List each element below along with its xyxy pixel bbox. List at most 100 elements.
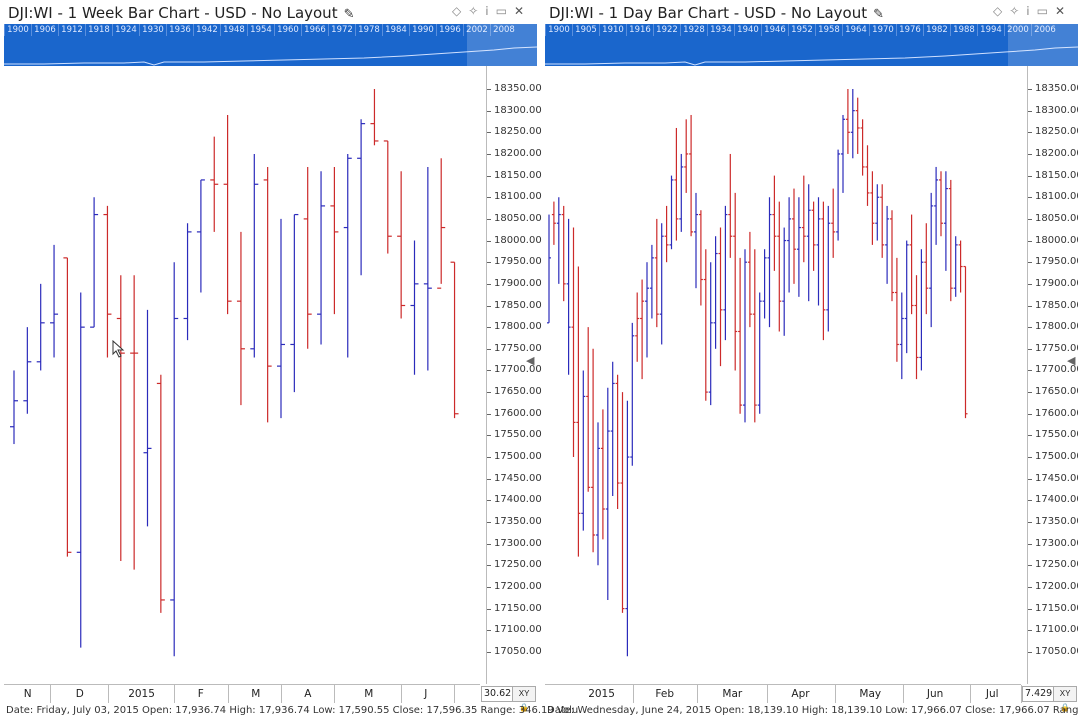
ohlc-bar[interactable] — [782, 227, 787, 336]
ohlc-bar[interactable] — [909, 214, 914, 315]
ohlc-bar[interactable] — [718, 227, 723, 367]
ohlc-bar[interactable] — [728, 153, 733, 258]
ohlc-bar[interactable] — [934, 166, 939, 245]
ohlc-bar[interactable] — [860, 119, 865, 176]
ohlc-bar[interactable] — [703, 249, 708, 401]
daily-ohlc-chart[interactable] — [545, 66, 1028, 684]
ohlc-bar[interactable] — [757, 292, 762, 414]
daily-price-axis[interactable]: 18350.00 18300.00 18250.00 18200.00 18150.00… — [1028, 66, 1078, 684]
ohlc-bar[interactable] — [581, 370, 586, 531]
ohlc-bar[interactable] — [317, 171, 326, 345]
ohlc-bar[interactable] — [924, 223, 929, 315]
ohlc-bar[interactable] — [767, 197, 772, 328]
ohlc-bar[interactable] — [850, 89, 855, 159]
weekly-history-overview[interactable]: 1900 1906 1912 1918 1924 1930 1936 1942 1948 1954… — [4, 24, 537, 66]
weekly-time-axis[interactable]: N D 2015 F M A M J — [4, 684, 480, 703]
ohlc-bar[interactable] — [423, 166, 432, 371]
ohlc-bar[interactable] — [236, 231, 245, 406]
ohlc-bar[interactable] — [747, 231, 752, 328]
daily-scale-value[interactable]: 7.429 — [1022, 686, 1056, 702]
ohlc-bar[interactable] — [547, 214, 551, 324]
ohlc-bar[interactable] — [649, 244, 654, 319]
ohlc-bar[interactable] — [792, 188, 796, 284]
ohlc-bar[interactable] — [865, 145, 870, 206]
ohlc-bar[interactable] — [576, 266, 581, 557]
edit-pencil-icon[interactable]: ✎ — [873, 7, 885, 22]
ohlc-bar[interactable] — [397, 171, 406, 319]
ohlc-bar[interactable] — [845, 89, 850, 154]
ohlc-bar[interactable] — [929, 192, 934, 328]
ohlc-bar[interactable] — [130, 275, 139, 570]
ohlc-bar[interactable] — [919, 249, 924, 371]
ohlc-bar[interactable] — [605, 387, 610, 600]
ohlc-bar[interactable] — [156, 374, 165, 613]
ohlc-bar[interactable] — [772, 175, 777, 271]
ohlc-bar[interactable] — [370, 89, 379, 146]
ohlc-bar[interactable] — [821, 201, 826, 341]
ohlc-bar[interactable] — [664, 205, 669, 263]
ohlc-bar[interactable] — [10, 370, 18, 445]
ohlc-bar[interactable] — [723, 205, 728, 341]
ohlc-bar[interactable] — [948, 179, 953, 302]
collapse-arrow-icon[interactable]: ◀ — [1067, 355, 1076, 367]
ohlc-bar[interactable] — [76, 292, 85, 648]
ohlc-bar[interactable] — [615, 374, 620, 510]
info-icon[interactable]: ⅰ — [1026, 4, 1037, 18]
weekly-price-axis[interactable]: 18350.00 18300.00 18250.00 18200.00 18150.00… — [487, 66, 542, 684]
ohlc-bar[interactable] — [571, 227, 576, 458]
ohlc-bar[interactable] — [958, 240, 963, 293]
ohlc-bar[interactable] — [183, 223, 192, 341]
ohlc-bar[interactable] — [50, 244, 59, 358]
ohlc-bar[interactable] — [708, 262, 713, 406]
ohlc-bar[interactable] — [450, 261, 459, 419]
ohlc-bar[interactable] — [806, 184, 811, 302]
ohlc-bar[interactable] — [635, 292, 640, 362]
ohlc-bar[interactable] — [943, 171, 948, 271]
close-icon[interactable]: ✕ — [1054, 4, 1072, 18]
ohlc-bar[interactable] — [796, 197, 801, 297]
close-icon[interactable]: ✕ — [513, 4, 531, 18]
ohlc-bar[interactable] — [620, 392, 625, 613]
ohlc-bar[interactable] — [855, 97, 860, 154]
xy-toggle-button[interactable]: XY 🔒 — [1053, 686, 1077, 712]
ohlc-bar[interactable] — [290, 213, 299, 393]
ohlc-bar[interactable] — [698, 210, 703, 306]
ohlc-bar[interactable] — [277, 218, 285, 419]
ohlc-bar[interactable] — [762, 249, 767, 319]
ohlc-bar[interactable] — [870, 171, 875, 245]
ohlc-bar[interactable] — [689, 114, 694, 237]
diamond-icon[interactable]: ◇ — [451, 4, 469, 18]
ohlc-bar[interactable] — [713, 236, 718, 349]
ohlc-bar[interactable] — [880, 184, 885, 258]
edit-pencil-icon[interactable]: ✎ — [343, 7, 355, 22]
ohlc-bar[interactable] — [586, 327, 591, 492]
ohlc-bar[interactable] — [23, 327, 32, 414]
ohlc-bar[interactable] — [303, 166, 312, 349]
ohlc-bar[interactable] — [591, 348, 596, 553]
ohlc-bar[interactable] — [679, 153, 684, 232]
ohlc-bar[interactable] — [610, 361, 615, 497]
ohlc-bar[interactable] — [669, 175, 674, 250]
ohlc-bar[interactable] — [263, 166, 272, 423]
ohlc-bar[interactable] — [743, 249, 747, 423]
info-icon[interactable]: ⅰ — [485, 4, 496, 18]
ohlc-bar[interactable] — [596, 422, 600, 566]
ohlc-bar[interactable] — [630, 322, 635, 466]
weekly-ohlc-chart[interactable] — [4, 66, 487, 684]
ohlc-bar[interactable] — [625, 400, 630, 657]
ohlc-bar[interactable] — [811, 201, 816, 271]
collapse-arrow-icon[interactable]: ◀ — [526, 355, 535, 367]
ohlc-bar[interactable] — [939, 171, 943, 237]
ohlc-bar[interactable] — [63, 257, 72, 557]
daily-history-overview[interactable]: 1900 1905 1910 1916 1922 1928 1934 1940 1946 1952… — [545, 24, 1078, 66]
ohlc-bar[interactable] — [899, 292, 904, 380]
ohlc-bar[interactable] — [953, 236, 958, 297]
ohlc-bar[interactable] — [738, 257, 743, 414]
restore-icon[interactable]: ▭ — [495, 4, 514, 18]
ohlc-bar[interactable] — [103, 205, 112, 358]
pin-icon[interactable]: ✧ — [468, 4, 486, 18]
ohlc-bar[interactable] — [894, 257, 899, 362]
ohlc-bar[interactable] — [36, 283, 45, 371]
pin-icon[interactable]: ✧ — [1009, 4, 1027, 18]
ohlc-bar[interactable] — [787, 197, 792, 293]
